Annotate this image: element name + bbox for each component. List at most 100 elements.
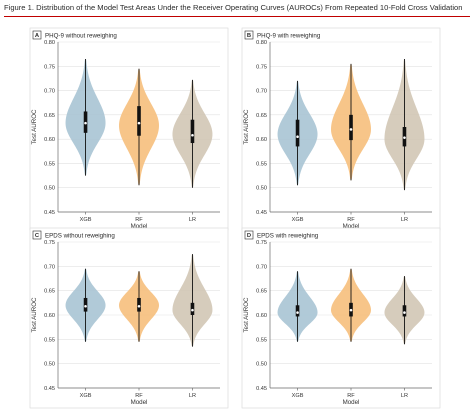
figure-title: Figure 1. Distribution of the Model Test… (4, 3, 463, 12)
y-tick-label: 0.65 (44, 113, 55, 119)
median-dot-lr (403, 136, 406, 139)
y-tick-label: 0.55 (44, 337, 55, 343)
y-tick-label: 0.50 (256, 362, 267, 368)
panel-letter-badge (244, 230, 254, 240)
median-dot-rf (349, 128, 353, 131)
y-tick-label: 0.70 (44, 89, 55, 95)
iqr-box-xgb (295, 305, 300, 317)
y-tick-label: 0.70 (44, 264, 55, 270)
y-tick-label: 0.80 (44, 40, 55, 46)
panel-letter-badge (32, 30, 42, 40)
panel-title: EPDS without reweighing (45, 232, 115, 239)
x-tick-label: RF (135, 217, 143, 223)
violin-xgb (65, 59, 106, 176)
x-tick-label: XGB (80, 393, 92, 399)
panel-title: EPDS with reweighing (257, 232, 319, 239)
x-tick-label: XGB (292, 217, 304, 223)
median-dot-xgb (296, 311, 299, 314)
y-tick-label: 0.45 (256, 386, 267, 392)
violin-lr (172, 79, 213, 188)
x-tick-label: LR (401, 393, 408, 399)
median-dot-rf (137, 304, 141, 308)
title-rule (4, 16, 470, 17)
panel-b: B PHQ-9 with reweighing 0.45 0.50 0.55 0.60 0.… (241, 27, 441, 231)
y-tick-label: 0.50 (44, 362, 55, 368)
y-tick-label: 0.45 (44, 386, 55, 392)
y-axis-title: Test AUROC (31, 297, 38, 333)
panel-c: C EPDS without reweighing 0.45 0.50 0.55 0.60… (29, 227, 229, 409)
x-tick-label: RF (347, 217, 355, 223)
median-dot-xgb (84, 304, 87, 308)
iqr-box-rf (137, 297, 141, 312)
panel-letter: A (35, 33, 40, 39)
median-dot-rf (349, 308, 353, 312)
violin-xgb (277, 271, 318, 342)
median-dot-lr (191, 308, 194, 312)
x-tick-label: LR (189, 217, 196, 223)
violin-xgb (65, 268, 106, 342)
panel-letter-badge (244, 30, 254, 40)
x-tick-label: RF (347, 393, 355, 399)
y-tick-label: 0.75 (44, 64, 55, 70)
y-tick-label: 0.50 (44, 186, 55, 192)
median-dot-xgb (296, 135, 299, 139)
y-tick-label: 0.45 (256, 210, 267, 216)
median-dot-rf (137, 121, 141, 125)
median-dot-lr (191, 133, 194, 137)
y-tick-label: 0.60 (256, 137, 267, 143)
y-axis-title: Test AUROC (31, 109, 38, 145)
y-tick-label: 0.55 (44, 161, 55, 167)
panel-letter-badge (32, 230, 42, 240)
y-tick-label: 0.70 (256, 264, 267, 270)
panel-letter: D (247, 233, 251, 239)
y-tick-label: 0.65 (44, 289, 55, 295)
panel-a: A PHQ-9 without reweighing 0.45 0.50 0.55 0.6… (29, 27, 229, 231)
violin-rf (331, 268, 371, 342)
y-tick-label: 0.60 (44, 137, 55, 143)
iqr-box-rf (137, 106, 141, 136)
violin-rf (119, 68, 159, 186)
y-axis-title: Test AUROC (243, 297, 250, 333)
violin-lr (384, 59, 425, 191)
x-tick-label: RF (135, 393, 143, 399)
panel-d: D EPDS with reweighing 0.45 0.50 0.55 0.60 0.6… (241, 227, 441, 409)
violin-lr (172, 254, 213, 347)
x-tick-label: XGB (80, 217, 92, 223)
y-tick-label: 0.55 (256, 337, 267, 343)
iqr-box-xgb (295, 119, 300, 147)
y-tick-label: 0.65 (256, 289, 267, 295)
panel-letter: B (247, 33, 251, 39)
x-axis-title: Model (343, 223, 360, 230)
x-tick-label: LR (401, 217, 408, 223)
violin-xgb (277, 80, 318, 186)
violin-rf (331, 63, 371, 181)
iqr-box-lr (190, 119, 195, 144)
y-tick-label: 0.65 (256, 113, 267, 119)
iqr-box-rf (349, 114, 353, 141)
y-tick-label: 0.50 (256, 186, 267, 192)
y-axis-title: Test AUROC (243, 109, 250, 145)
violin-lr (384, 276, 425, 345)
median-dot-xgb (84, 121, 87, 125)
y-tick-label: 0.60 (256, 313, 267, 319)
y-tick-label: 0.60 (44, 313, 55, 319)
iqr-box-lr (402, 305, 407, 317)
violin-rf (119, 271, 159, 342)
y-tick-label: 0.55 (256, 161, 267, 167)
x-axis-title: Model (131, 399, 148, 406)
panel-letter: C (35, 233, 40, 239)
x-axis-title: Model (343, 399, 360, 406)
y-tick-label: 0.75 (256, 240, 267, 246)
median-dot-lr (403, 311, 406, 314)
x-tick-label: LR (189, 393, 196, 399)
x-axis-title: Model (131, 223, 148, 230)
panel-title: PHQ-9 with reweighing (257, 32, 321, 39)
y-tick-label: 0.75 (44, 240, 55, 246)
iqr-box-xgb (83, 297, 88, 312)
y-tick-label: 0.45 (44, 210, 55, 216)
panel-title: PHQ-9 without reweighing (45, 32, 117, 39)
y-tick-label: 0.80 (256, 40, 267, 46)
y-tick-label: 0.70 (256, 89, 267, 95)
x-tick-label: XGB (292, 393, 304, 399)
